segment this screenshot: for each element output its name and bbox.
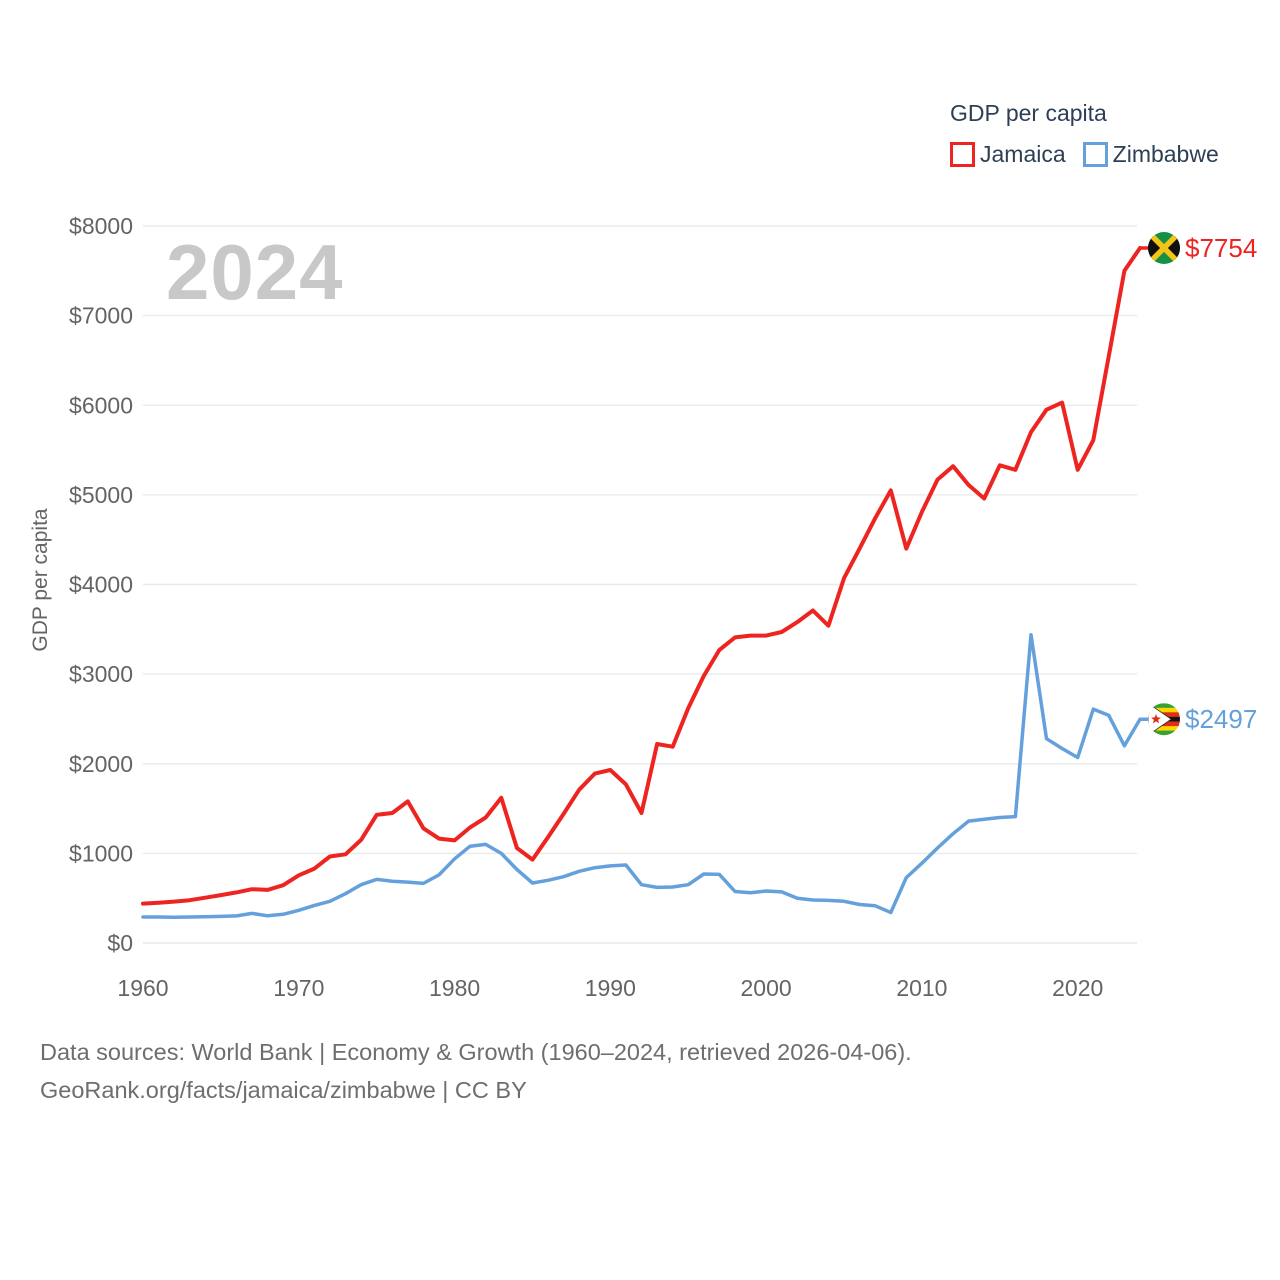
svg-text:2010: 2010 (896, 975, 947, 1001)
svg-text:$3000: $3000 (69, 661, 133, 687)
legend-items: Jamaica Zimbabwe (950, 141, 1236, 168)
zimbabwe-swatch-icon (1082, 142, 1108, 167)
y-gridlines (143, 225, 1137, 944)
svg-text:$5000: $5000 (69, 482, 133, 508)
footer-data-sources: Data sources: World Bank | Economy & Gro… (40, 1039, 912, 1065)
jamaica-line (141, 246, 1142, 906)
svg-text:1980: 1980 (429, 975, 480, 1001)
svg-text:$2000: $2000 (69, 751, 133, 777)
footer-attribution: GeoRank.org/facts/jamaica/zimbabwe | CC … (40, 1077, 527, 1103)
jamaica-swatch-icon (950, 142, 975, 167)
jamaica-flag-icon (1148, 232, 1180, 264)
x-axis-labels: 1960 1970 1980 1990 2000 2010 2020 (117, 975, 1103, 1001)
svg-text:2000: 2000 (741, 975, 792, 1001)
legend-title: GDP per capita (950, 100, 1107, 126)
year-watermark: 2024 (166, 228, 344, 316)
svg-text:$7000: $7000 (69, 303, 133, 329)
zimbabwe-line (141, 632, 1142, 920)
legend-item-jamaica[interactable]: Jamaica (950, 141, 1066, 168)
svg-text:$8000: $8000 (69, 213, 133, 239)
y-axis-title: GDP per capita (29, 508, 52, 652)
footer: Data sources: World Bank | Economy & Gro… (40, 1033, 912, 1109)
jamaica-end-label: $7754 (1185, 233, 1257, 263)
svg-text:$0: $0 (107, 930, 133, 956)
svg-text:2020: 2020 (1052, 975, 1103, 1001)
svg-text:$1000: $1000 (69, 840, 133, 866)
svg-text:1960: 1960 (117, 975, 168, 1001)
zimbabwe-end-label: $2497 (1185, 704, 1257, 734)
svg-text:1990: 1990 (585, 975, 636, 1001)
zimbabwe-flag-icon (1148, 703, 1180, 736)
svg-text:$6000: $6000 (69, 392, 133, 418)
y-axis-labels: $0 $1000 $2000 $3000 $4000 $5000 $6000 $7000 $80… (69, 213, 133, 956)
svg-text:$4000: $4000 (69, 572, 133, 598)
legend-label-zimbabwe: Zimbabwe (1112, 141, 1219, 167)
chart-legend: GDP per capita Jamaica Zimbabwe (950, 100, 1236, 168)
svg-text:1970: 1970 (273, 975, 324, 1001)
legend-item-zimbabwe[interactable]: Zimbabwe (1082, 141, 1219, 168)
legend-label-jamaica: Jamaica (980, 141, 1066, 167)
